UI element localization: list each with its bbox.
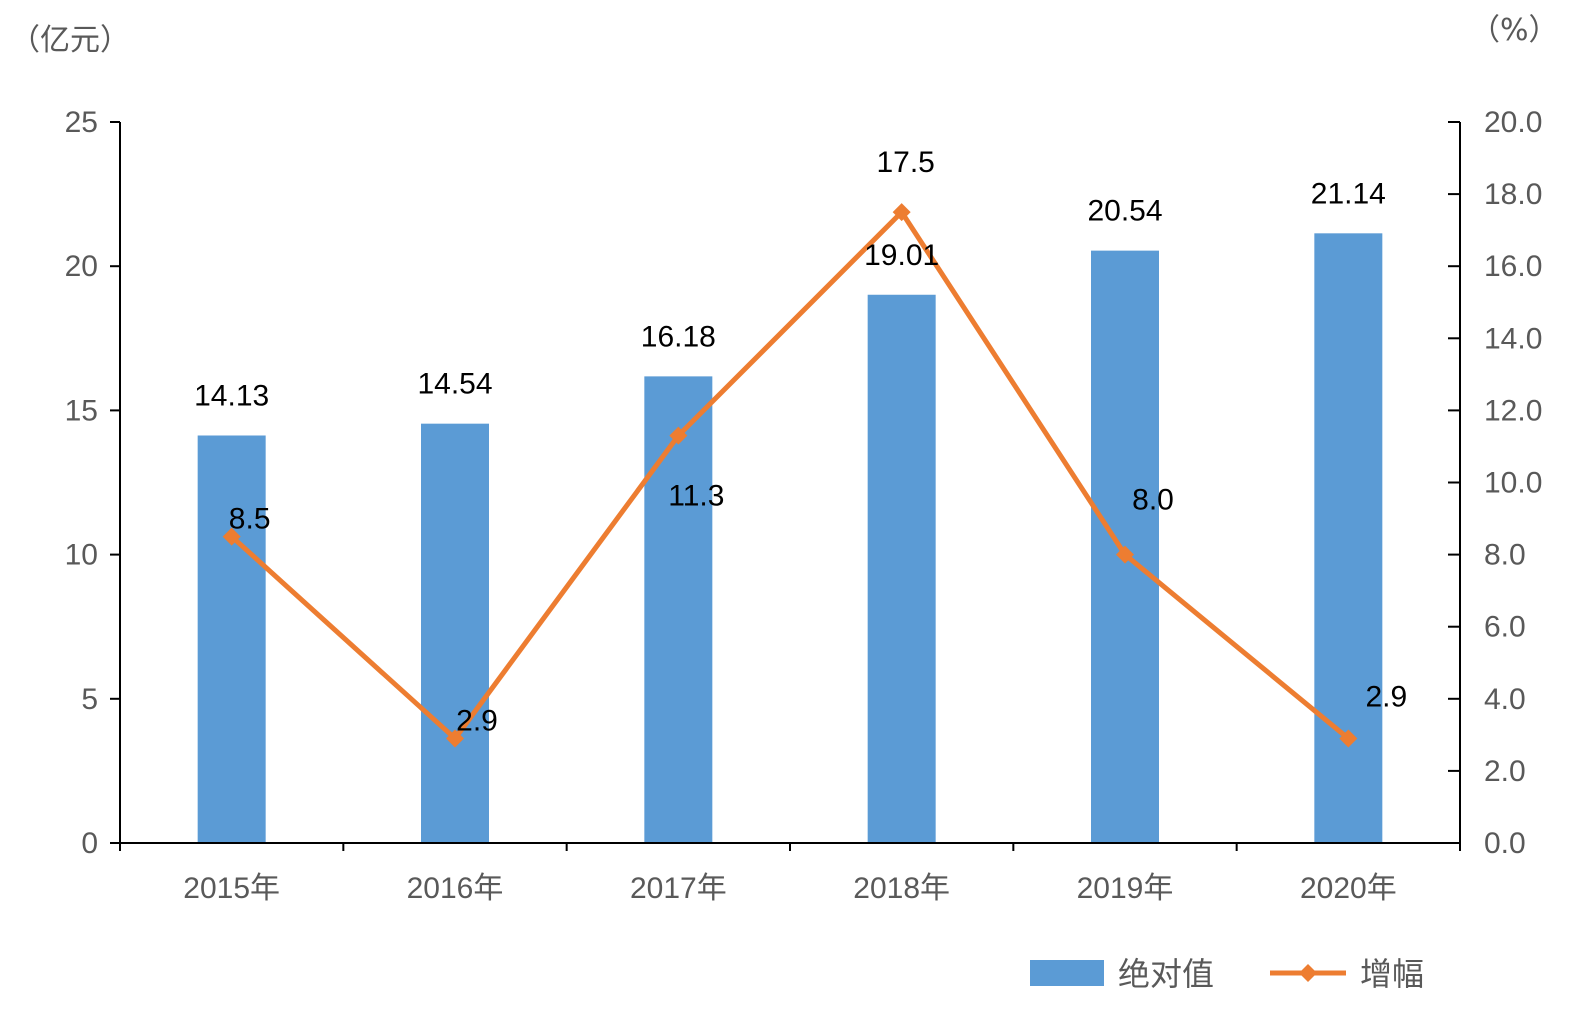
x-tick-label: 2019年 [1077, 872, 1174, 905]
right-tick-label: 2.0 [1484, 755, 1526, 788]
legend-label-bar: 绝对值 [1118, 955, 1214, 993]
line-value-label: 11.3 [668, 480, 724, 513]
data-labels: 14.13 14.54 16.18 19.01 20.54 21.14 8.5 2.9 11.3… [194, 146, 1407, 737]
right-tick-label: 14.0 [1484, 322, 1542, 355]
bar-value-label: 14.54 [417, 368, 492, 401]
left-tick-label: 0 [81, 827, 98, 860]
line-series [222, 203, 1358, 748]
left-tick-label: 5 [81, 683, 98, 716]
growth-marker-2020年 [1339, 729, 1358, 748]
right-tick-label: 8.0 [1484, 539, 1526, 572]
x-tick-label: 2020年 [1300, 872, 1397, 905]
bar-2016年 [421, 423, 489, 843]
right-tick-label: 12.0 [1484, 394, 1542, 427]
left-tick-label: 15 [65, 394, 98, 427]
line-value-label: 17.5 [876, 146, 934, 179]
line-value-label: 8.0 [1132, 484, 1174, 517]
line-value-label: 2.9 [1365, 680, 1407, 713]
right-tick-label: 0.0 [1484, 827, 1526, 860]
left-tick-label: 10 [65, 539, 98, 572]
bar-value-label: 21.14 [1311, 177, 1386, 210]
x-tick-label: 2016年 [407, 872, 504, 905]
bar-2017年 [644, 376, 713, 843]
right-tick-label: 20.0 [1484, 106, 1542, 139]
growth-marker-2019年 [1116, 545, 1134, 564]
bar-2015年 [197, 435, 266, 843]
x-tick-label: 2018年 [853, 872, 950, 905]
x-tick-label: 2017年 [630, 872, 727, 905]
right-axis-unit-label: （%） [1470, 13, 1559, 48]
line-value-label: 8.5 [229, 503, 271, 536]
legend-label-line: 增幅 [1360, 955, 1424, 993]
bar-value-label: 14.13 [194, 379, 269, 412]
bar-value-label: 19.01 [864, 239, 939, 272]
line-value-label: 2.9 [456, 704, 498, 737]
legend-swatch-bar [1030, 960, 1104, 986]
left-tick-label: 20 [65, 250, 98, 283]
legend-swatch-marker [1299, 964, 1317, 982]
left-tick-label: 25 [65, 106, 98, 139]
legend: 绝对值 增幅 [1030, 955, 1424, 993]
growth-marker-2016年 [446, 729, 464, 748]
right-tick-label: 16.0 [1484, 250, 1542, 283]
axes: 0 5 10 15 20 25 0.0 2.0 4.0 6.0 8.0 10.0 12.0 14.0 16.… [65, 106, 1543, 905]
right-tick-label: 18.0 [1484, 178, 1542, 211]
growth-marker-2015年 [222, 527, 241, 546]
growth-marker-2017年 [669, 426, 688, 445]
bar-2020年 [1314, 233, 1383, 844]
left-axis-unit-label: （亿元） [10, 23, 130, 58]
bar-value-label: 16.18 [641, 320, 716, 353]
x-tick-label: 2015年 [183, 872, 280, 905]
right-tick-label: 10.0 [1484, 467, 1542, 500]
growth-line [229, 209, 1350, 741]
bar-2018年 [867, 294, 936, 843]
growth-marker-2018年 [892, 203, 911, 222]
right-tick-label: 4.0 [1484, 683, 1526, 716]
bar-value-label: 20.54 [1087, 195, 1162, 228]
right-tick-label: 6.0 [1484, 611, 1526, 644]
